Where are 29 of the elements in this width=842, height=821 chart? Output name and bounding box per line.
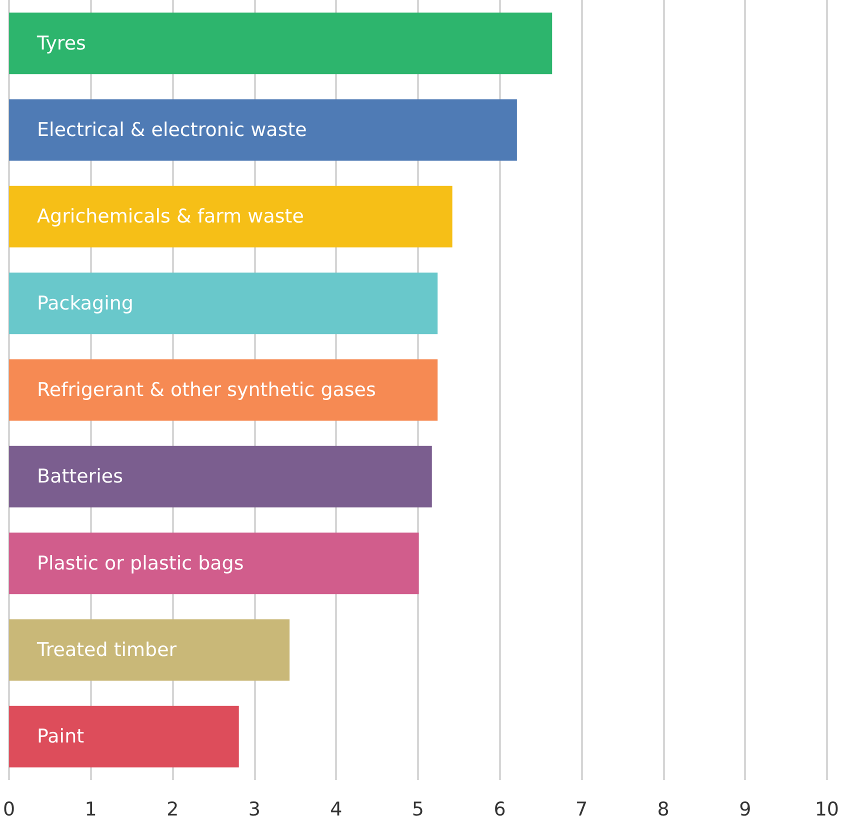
bar: [9, 186, 452, 248]
x-tick-label: 0: [2, 798, 16, 820]
x-tick-label: 5: [412, 798, 424, 820]
x-tick-label: 10: [814, 798, 840, 820]
bar: [9, 272, 438, 334]
bar: [9, 12, 552, 74]
x-tick-label: 1: [84, 798, 97, 820]
x-tick-label: 2: [166, 798, 179, 820]
y-tick-label: Paint: [37, 726, 84, 748]
y-tick-label: Refrigerant & other synthetic gases: [37, 379, 376, 401]
bar: [9, 359, 438, 421]
x-tick-label: 7: [576, 798, 588, 820]
y-tick-label: Agrichemicals & farm waste: [37, 206, 304, 228]
x-tick-label: 4: [330, 798, 342, 820]
y-tick-label: Electrical & electronic waste: [37, 119, 307, 141]
bar: [9, 706, 239, 768]
x-tick-label: 8: [657, 798, 670, 820]
y-tick-label: Batteries: [37, 466, 123, 488]
y-tick-label: Tyres: [36, 32, 86, 54]
bar: [9, 532, 419, 594]
x-tick-label: 9: [739, 798, 752, 820]
bar: [9, 619, 290, 681]
y-tick-label: Plastic or plastic bags: [37, 552, 244, 574]
x-tick-label: 6: [494, 798, 506, 820]
x-tick-label: 3: [248, 798, 260, 820]
y-tick-label: Treated timber: [36, 639, 177, 661]
bar: [9, 99, 517, 161]
y-tick-label: Packaging: [37, 292, 134, 314]
bar: [9, 446, 432, 508]
